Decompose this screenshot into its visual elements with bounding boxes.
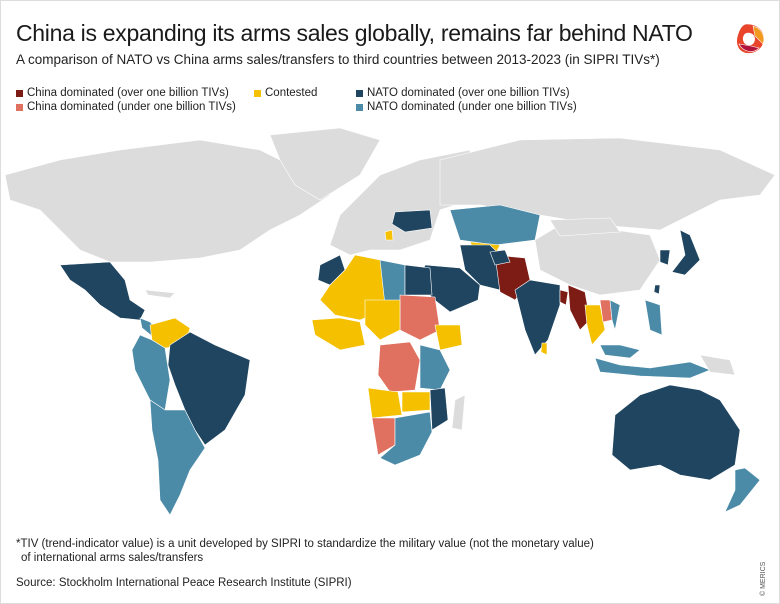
legend-item-china-over: China dominated (over one billion TIVs) [16,87,229,99]
legend-swatch [254,89,261,97]
region-mongolia [549,217,621,237]
region-east-africa [419,344,451,391]
world-map [4,127,776,516]
page-subtitle: A comparison of NATO vs China arms sales… [16,52,660,67]
region-cuba [144,289,176,299]
region-myanmar [567,284,591,331]
footnote-line-2: of international arms sales/transfers [21,552,204,564]
legend-swatch [16,103,23,111]
legend-item-nato-under: NATO dominated (under one billion TIVs) [356,101,577,113]
source-note: Source: Stockholm International Peace Re… [16,577,352,589]
legend-swatch [356,89,363,97]
legend-label: NATO dominated (over one billion TIVs) [367,87,570,99]
legend-swatch [16,89,23,97]
legend-item-contested: Contested [254,87,317,99]
region-sri-lanka [540,342,548,356]
region-thailand [584,304,606,346]
region-taiwan [653,284,661,295]
page-title: China is expanding its arms sales global… [16,20,693,46]
legend-label: China dominated (over one billion TIVs) [27,87,229,99]
region-southern-africa [379,411,433,466]
region-mozambique [429,387,449,431]
region-chad-niger [364,299,401,341]
legend-label: NATO dominated (under one billion TIVs) [367,101,577,113]
legend-item-china-under: China dominated (under one billion TIVs) [16,101,236,113]
region-png [699,354,736,376]
footnote: *TIV (trend-indicator value) is a unit d… [16,537,594,565]
region-egypt [404,264,433,296]
region-australia [611,384,741,481]
region-dr-congo [377,341,421,393]
region-sudan [399,294,441,341]
footnote-line-1: *TIV (trend-indicator value) is a unit d… [16,538,594,550]
legend-label: China dominated (under one billion TIVs) [27,101,236,113]
legend-label: Contested [265,87,318,99]
region-southern-cone [149,399,206,516]
region-greenland [269,127,381,201]
region-north-america [4,139,331,263]
region-india [514,279,561,356]
region-serbia [384,229,394,241]
region-korea [659,249,671,266]
region-angola [367,387,403,419]
region-ethiopia [434,324,463,351]
merics-logo [736,23,765,54]
region-bangladesh [559,289,569,306]
region-malaysia [599,344,641,359]
region-japan [671,229,701,276]
region-west-africa [311,317,366,351]
region-madagascar [451,394,466,431]
region-mexico [59,261,146,321]
region-new-zealand [724,467,761,513]
legend-swatch [356,103,363,111]
region-indonesia [594,357,711,379]
region-vietnam [609,299,621,331]
legend-item-nato-over: NATO dominated (over one billion TIVs) [356,87,570,99]
region-philippines [644,299,663,336]
region-zambia [401,391,431,413]
region-ukraine [391,209,433,233]
copyright: © MERICS [760,561,767,596]
region-afghanistan [489,249,511,266]
